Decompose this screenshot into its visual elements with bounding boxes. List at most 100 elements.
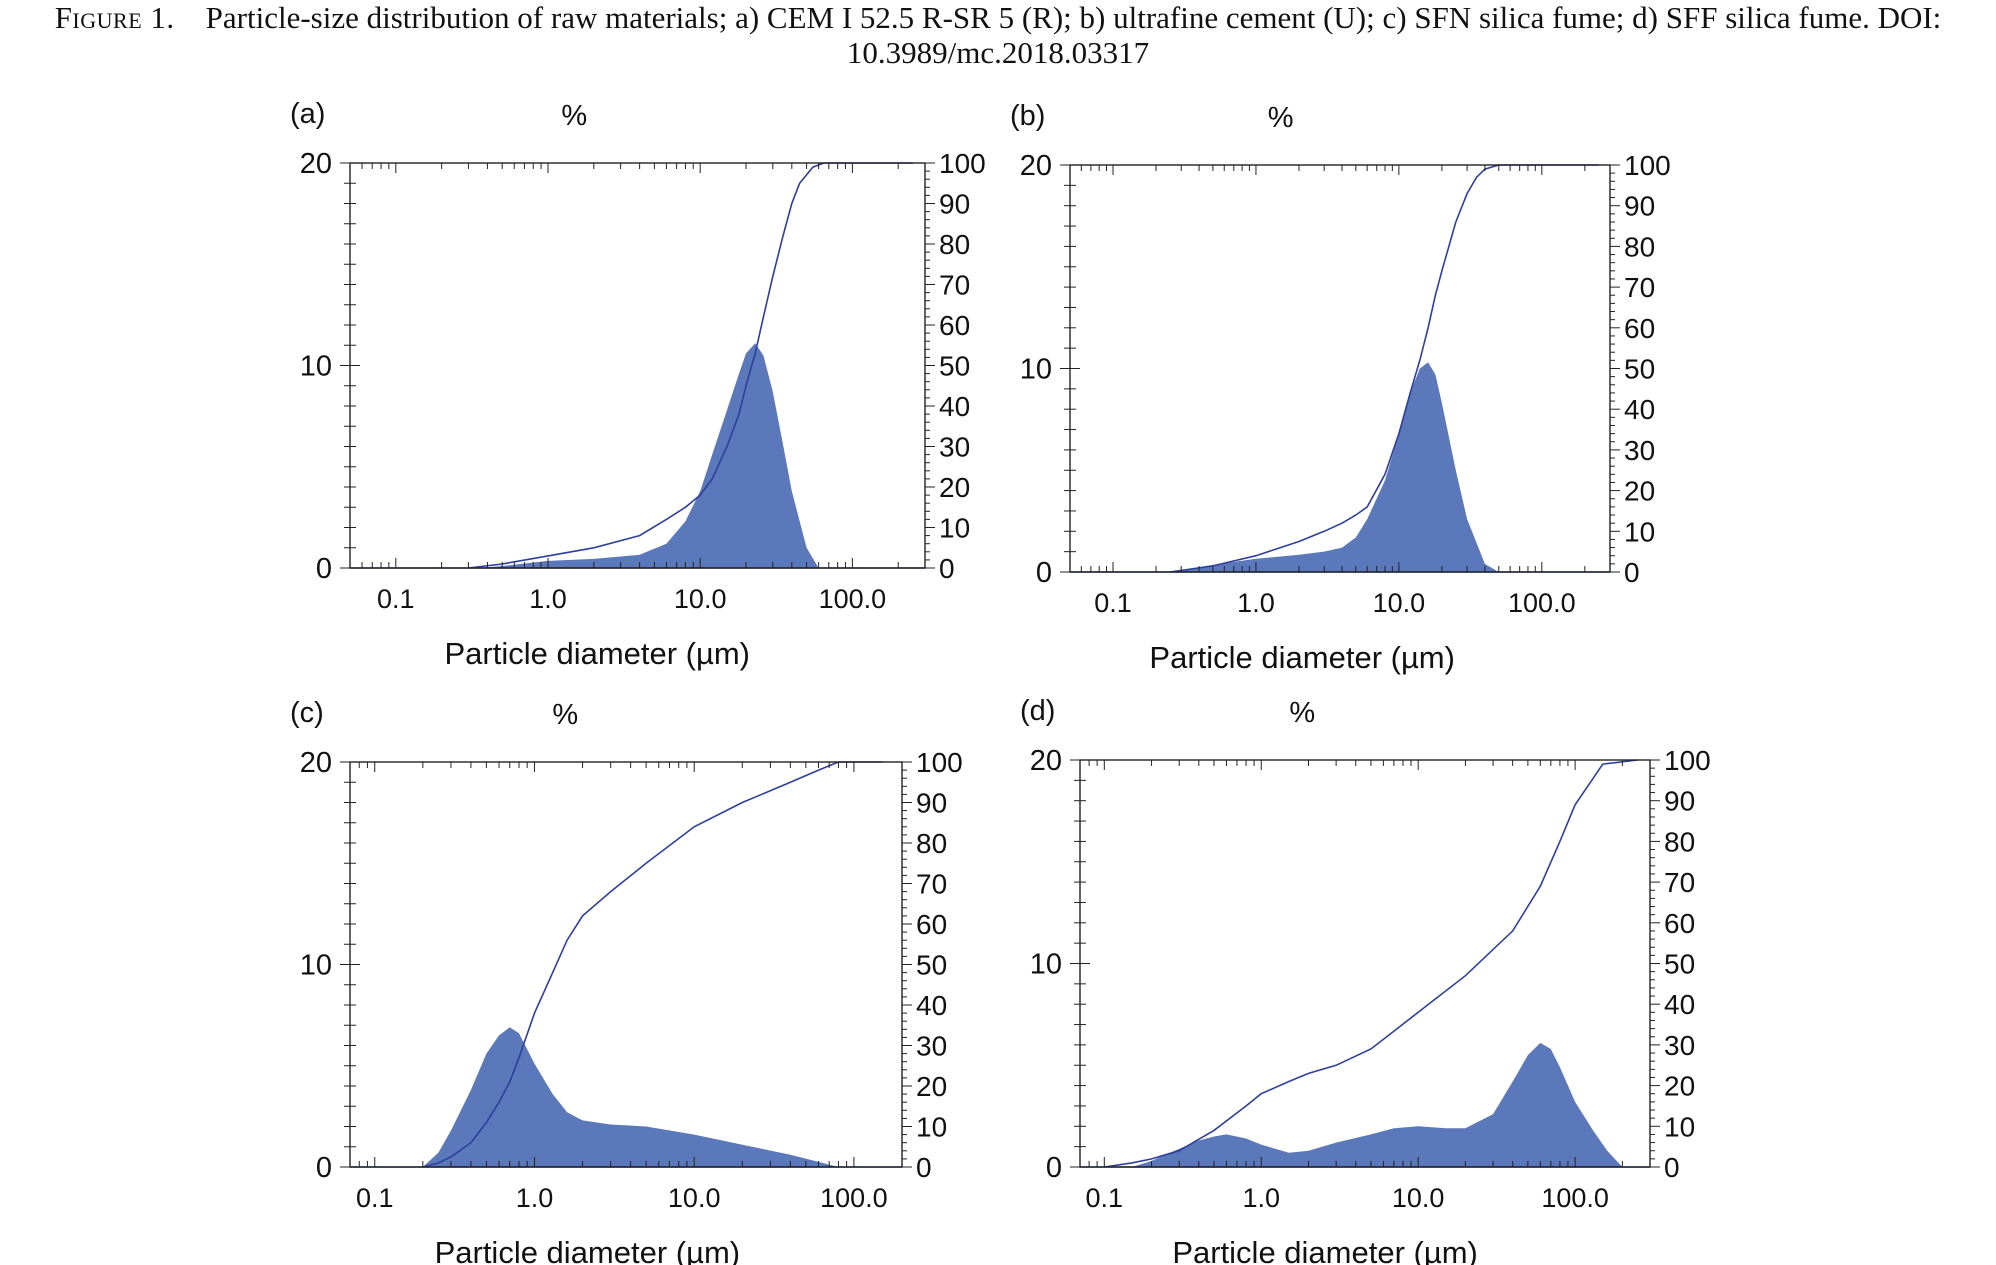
y2-tick-label: 40 — [1624, 394, 1655, 425]
panel-label: (c) — [290, 697, 324, 729]
y2-tick-label: 0 — [1664, 1152, 1680, 1183]
panel-b: 0.1 1.0 10.0 100.0 0 10 20 0 10 20 30 40 50 60 70 80 90 1… — [1010, 100, 1671, 675]
x-tick-label: 0.1 — [356, 1183, 394, 1213]
panel-label: (b) — [1010, 100, 1045, 132]
x-tick-label: 100.0 — [819, 584, 887, 614]
y2-tick-label: 100 — [1624, 150, 1671, 181]
y2-tick-label: 20 — [916, 1071, 947, 1102]
cumulative-line — [1104, 759, 1638, 1168]
y-tick-label: 0 — [316, 1152, 332, 1184]
x-tick-label: 1.0 — [516, 1183, 554, 1213]
panel-c: 0.1 1.0 10.0 100.0 0 10 20 0 10 20 30 40 50 60 70 80 90 1… — [290, 697, 963, 1265]
y2-tick-label: 10 — [1624, 516, 1655, 547]
y2-tick-label: 40 — [916, 990, 947, 1021]
y2-tick-label: 70 — [939, 270, 970, 301]
cumulative-line — [422, 761, 882, 1168]
y-tick-label: 20 — [300, 148, 332, 180]
y-tick-label: 10 — [300, 351, 332, 383]
x-tick-label: 100.0 — [820, 1183, 888, 1213]
plot-frame — [349, 162, 926, 569]
y2-tick-label: 60 — [939, 310, 970, 341]
plot-frame — [349, 761, 903, 1168]
x-tick-label: 0.1 — [1094, 588, 1132, 618]
x-axis-label: Particle diameter (µm) — [435, 1235, 741, 1265]
x-tick-label: 1.0 — [529, 584, 567, 614]
y2-tick-label: 30 — [1624, 435, 1655, 466]
y2-tick-label: 30 — [1664, 1030, 1695, 1061]
x-tick-label: 0.1 — [377, 584, 415, 614]
y2-tick-label: 70 — [916, 869, 947, 900]
y2-tick-label: 50 — [916, 950, 947, 981]
y2-tick-label: 10 — [1664, 1111, 1695, 1142]
y-tick-label: 10 — [1030, 949, 1062, 981]
x-axis-label: Particle diameter (µm) — [1172, 1235, 1478, 1265]
y2-tick-label: 40 — [1664, 989, 1695, 1020]
frequency-area — [478, 343, 819, 568]
frequency-area — [1169, 362, 1499, 572]
y-tick-label: 10 — [300, 950, 332, 982]
y2-tick-label: 20 — [939, 472, 970, 503]
y-tick-label: 20 — [1020, 150, 1052, 182]
y2-tick-label: 90 — [916, 788, 947, 819]
cumulative-line — [1169, 164, 1599, 573]
x-tick-label: 100.0 — [1508, 588, 1576, 618]
y2-tick-label: 70 — [1624, 272, 1655, 303]
panel-label: (a) — [290, 98, 325, 130]
chart-title: % — [561, 100, 587, 132]
y-tick-label: 0 — [316, 553, 332, 585]
x-tick-label: 10.0 — [674, 584, 727, 614]
panel-d: 0.1 1.0 10.0 100.0 0 10 20 0 10 20 30 40 50 60 70 80 90 1… — [1020, 695, 1711, 1265]
figure-caption-text: Particle-size distribution of raw materi… — [205, 0, 1942, 70]
chart-title: % — [552, 699, 578, 731]
y-tick-label: 10 — [1020, 354, 1052, 386]
y2-tick-label: 100 — [1664, 745, 1711, 776]
panel-a: 0.1 1.0 10.0 100.0 0 10 20 0 10 20 30 40 50 60 70 80 90 1… — [290, 98, 986, 671]
y2-tick-label: 90 — [1664, 786, 1695, 817]
x-tick-label: 100.0 — [1541, 1183, 1609, 1213]
x-tick-label: 1.0 — [1242, 1183, 1280, 1213]
y2-tick-label: 20 — [1664, 1071, 1695, 1102]
x-tick-label: 1.0 — [1237, 588, 1275, 618]
y-tick-label: 0 — [1036, 557, 1052, 589]
y-tick-label: 20 — [300, 747, 332, 779]
x-tick-label: 10.0 — [1373, 588, 1426, 618]
y-tick-label: 0 — [1046, 1152, 1062, 1184]
y2-tick-label: 50 — [939, 351, 970, 382]
y2-tick-label: 80 — [1664, 826, 1695, 857]
x-tick-label: 10.0 — [1392, 1183, 1445, 1213]
y2-tick-label: 30 — [916, 1031, 947, 1062]
y2-tick-label: 100 — [916, 747, 963, 778]
y2-tick-label: 90 — [1624, 191, 1655, 222]
plot-frame — [1069, 164, 1611, 573]
frequency-area — [422, 1027, 839, 1167]
figure-label: Figure 1. — [54, 0, 175, 35]
y2-tick-label: 80 — [1624, 231, 1655, 262]
y2-tick-label: 40 — [939, 391, 970, 422]
chart-title: % — [1268, 102, 1294, 134]
y2-tick-label: 30 — [939, 432, 970, 463]
y2-tick-label: 80 — [939, 229, 970, 260]
cumulative-line — [468, 162, 913, 569]
y2-tick-label: 50 — [1624, 354, 1655, 385]
y2-tick-label: 20 — [1624, 476, 1655, 507]
y2-tick-label: 50 — [1664, 949, 1695, 980]
frequency-area — [1131, 1042, 1623, 1167]
x-tick-label: 10.0 — [668, 1183, 721, 1213]
y2-tick-label: 60 — [1624, 313, 1655, 344]
y2-tick-label: 10 — [916, 1112, 947, 1143]
y2-tick-label: 100 — [939, 148, 986, 179]
x-axis-label: Particle diameter (µm) — [444, 636, 750, 671]
y2-tick-label: 60 — [916, 909, 947, 940]
chart-title: % — [1289, 697, 1315, 729]
y2-tick-label: 90 — [939, 189, 970, 220]
y2-tick-label: 10 — [939, 513, 970, 544]
figure-caption: Figure 1. Particle-size distribution of … — [0, 0, 1996, 70]
y2-tick-label: 60 — [1664, 908, 1695, 939]
y2-tick-label: 80 — [916, 828, 947, 859]
y2-tick-label: 0 — [939, 553, 955, 584]
x-axis-label: Particle diameter (µm) — [1149, 640, 1455, 675]
y-tick-label: 20 — [1030, 745, 1062, 777]
x-tick-label: 0.1 — [1086, 1183, 1124, 1213]
y2-tick-label: 70 — [1664, 867, 1695, 898]
